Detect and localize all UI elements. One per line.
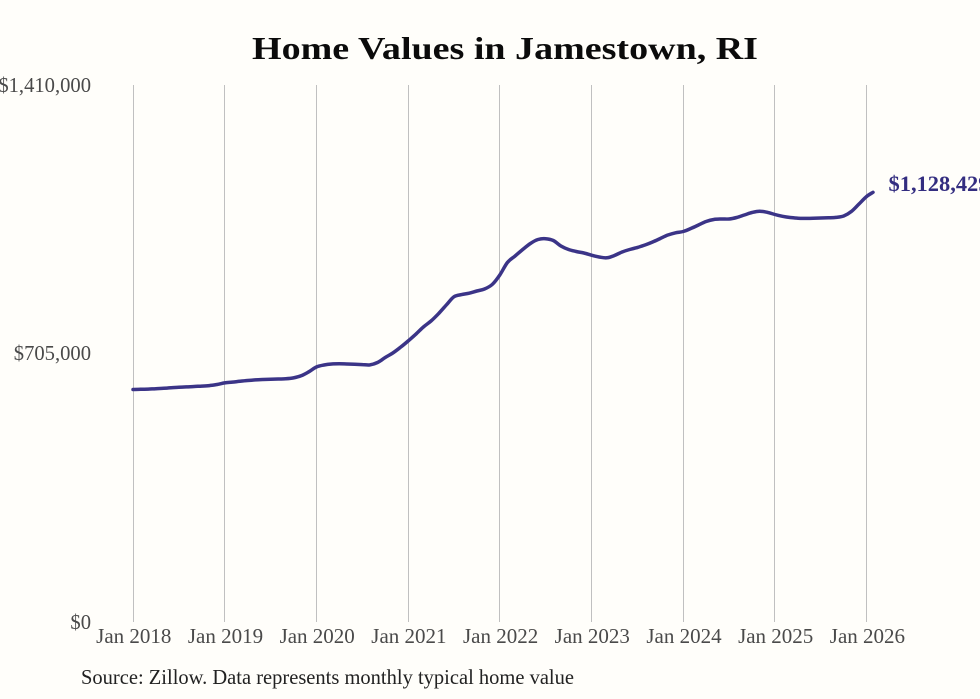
svg-text:Jan 2026: Jan 2026	[830, 624, 905, 648]
svg-text:Jan 2021: Jan 2021	[371, 624, 446, 648]
svg-text:$1,410,000: $1,410,000	[0, 75, 91, 97]
svg-text:$1,128,429: $1,128,429	[889, 171, 980, 196]
svg-text:Jan 2022: Jan 2022	[463, 624, 538, 648]
svg-text:$705,000: $705,000	[14, 343, 91, 365]
svg-text:Jan 2024: Jan 2024	[646, 624, 722, 648]
svg-text:Home Values in Jamestown, RI: Home Values in Jamestown, RI	[252, 31, 758, 66]
svg-text:Jan 2023: Jan 2023	[555, 624, 630, 648]
svg-text:Jan 2018: Jan 2018	[96, 624, 171, 648]
svg-text:Source: Zillow. Data represent: Source: Zillow. Data represents monthly …	[81, 665, 574, 689]
svg-text:Jan 2025: Jan 2025	[738, 624, 813, 648]
svg-text:Jan 2020: Jan 2020	[280, 624, 355, 648]
svg-text:$0: $0	[70, 612, 91, 634]
svg-text:Jan 2019: Jan 2019	[188, 624, 263, 648]
